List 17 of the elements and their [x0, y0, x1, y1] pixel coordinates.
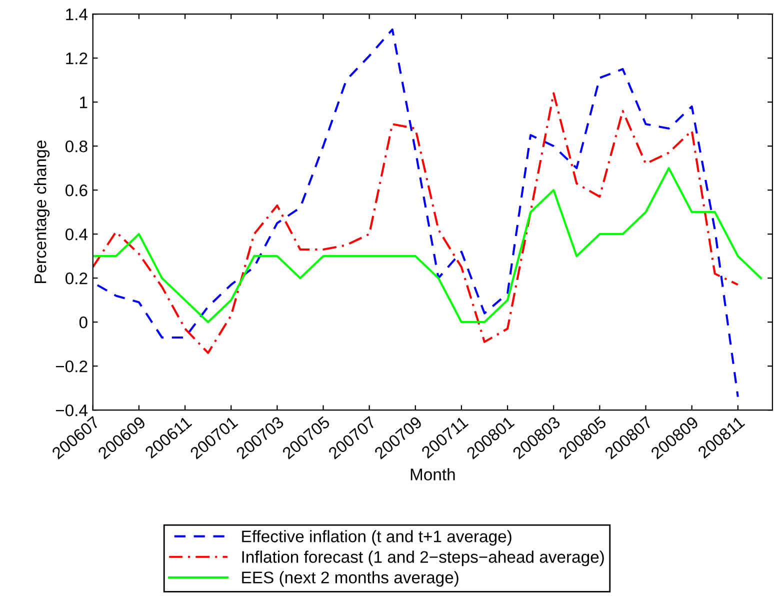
line-series — [92, 167, 762, 324]
y-tick-label: 0.6 — [66, 184, 88, 196]
legend-label: Inflation forecast (1 and 2−steps−ahead average) — [242, 550, 604, 566]
x-axis-title: Month — [410, 468, 455, 480]
line-series — [92, 92, 739, 354]
legend-label: Effective inflation (t and t+1 average) — [242, 530, 512, 546]
y-tick-label: 1 — [80, 96, 88, 108]
y-tick-label: 0.2 — [66, 272, 88, 284]
y-tick-label: 1.2 — [66, 52, 88, 64]
y-tick-label: 1.4 — [66, 8, 88, 20]
y-tick-label: 0.4 — [66, 228, 88, 240]
y-tick-label: −0.4 — [56, 404, 88, 416]
y-tick-label: −0.2 — [56, 360, 88, 372]
y-tick-label: 0.8 — [66, 140, 88, 152]
y-tick-label: 0 — [79, 316, 88, 328]
legend-label: EES (next 2 months average) — [242, 571, 458, 587]
y-axis-title: Percentage change — [34, 140, 50, 284]
